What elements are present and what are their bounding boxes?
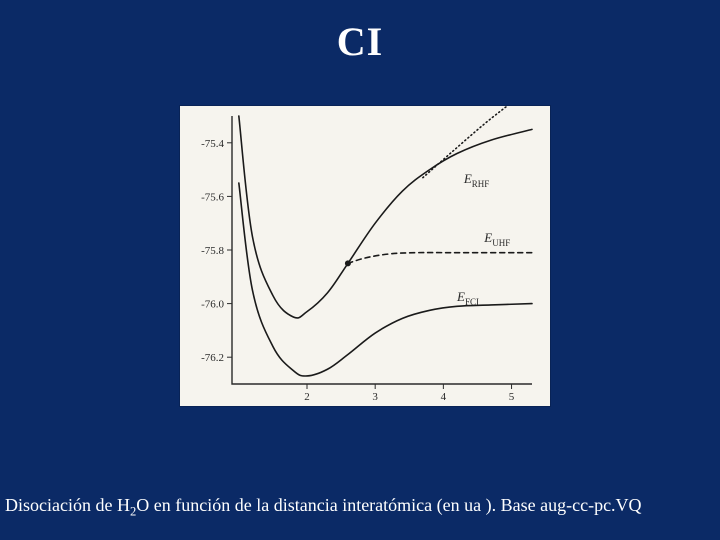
svg-text:-76.0: -76.0 <box>201 299 224 311</box>
svg-text:-75.6: -75.6 <box>201 191 224 203</box>
molecule-h: H <box>117 495 130 515</box>
caption-rest: en función de la distancia interatómica … <box>149 495 641 515</box>
svg-text:5: 5 <box>509 391 515 403</box>
svg-text:EFCI: EFCI <box>456 289 479 307</box>
svg-text:-75.4: -75.4 <box>201 138 224 150</box>
svg-text:ERHF: ERHF <box>463 171 489 189</box>
page-title: CI <box>0 18 720 65</box>
svg-text:EUHF: EUHF <box>483 230 510 248</box>
svg-text:-76.2: -76.2 <box>201 352 224 364</box>
caption-prefix: Disociación de <box>5 495 117 515</box>
svg-text:-75.8: -75.8 <box>201 245 224 257</box>
chart-caption: Disociación de H2O en función de la dist… <box>5 495 720 520</box>
svg-text:4: 4 <box>441 391 447 403</box>
svg-text:3: 3 <box>372 391 378 403</box>
svg-text:2: 2 <box>304 391 310 403</box>
molecule-o: O <box>136 495 149 515</box>
dissociation-chart: -75.4 -75.6 -75.8 -76.0 -76.2 2 3 4 5 ERHF EUHF EFC… <box>180 106 550 406</box>
